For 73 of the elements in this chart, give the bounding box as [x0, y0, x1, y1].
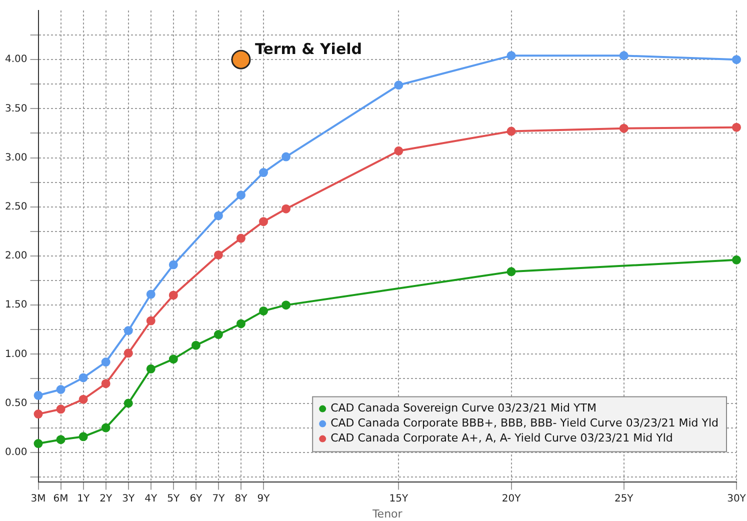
point: [101, 379, 110, 388]
point: [259, 217, 268, 226]
point: [236, 234, 246, 243]
point: [214, 211, 223, 220]
legend-label: CAD Canada Corporate BBB+, BBB, BBB- Yield Curve 03/23/21 Mid Yld: [330, 416, 719, 430]
point: [78, 432, 88, 442]
point: [101, 423, 110, 432]
point: [506, 267, 516, 276]
y-tick-label: 4.00: [5, 54, 28, 66]
point: [214, 330, 223, 340]
point: [191, 340, 200, 350]
x-axis-title: Tenor: [371, 507, 403, 520]
y-tick-label: 3.00: [5, 152, 28, 164]
point: [506, 126, 516, 136]
point: [282, 204, 291, 214]
point: [619, 124, 628, 133]
point: [146, 290, 156, 299]
point: [282, 300, 291, 310]
x-tick-label: 5Y: [167, 493, 181, 504]
y-tick-label: 1.50: [5, 300, 28, 311]
y-tick-label: 0.50: [5, 398, 28, 409]
x-tick-label: 3Y: [122, 493, 136, 504]
point: [168, 354, 178, 364]
x-tick-label: 20Y: [502, 493, 522, 504]
point: [124, 348, 133, 358]
point: [282, 152, 291, 162]
y-tick-label: 3.50: [5, 103, 28, 114]
point: [619, 51, 628, 60]
y-tick-label: 0.00: [5, 446, 28, 458]
x-tick-label: 6M: [53, 493, 68, 504]
point: [78, 373, 88, 382]
point: [394, 146, 404, 156]
point: [146, 364, 156, 374]
legend-label: CAD Canada Sovereign Curve 03/23/21 Mid YTM: [330, 402, 596, 415]
x-tick-label: 6Y: [190, 493, 204, 504]
point: [259, 306, 268, 316]
point: [56, 385, 66, 394]
x-tick-label: 30Y: [727, 493, 747, 504]
point: [732, 255, 741, 264]
point: [732, 122, 741, 132]
point: [214, 250, 223, 260]
x-tick-label: 7Y: [212, 493, 226, 504]
point: [236, 190, 246, 200]
y-tick-label: 1.00: [5, 348, 28, 360]
point: [236, 319, 246, 328]
x-tick-label: 4Y: [144, 493, 158, 504]
point: [56, 435, 66, 444]
point: [56, 404, 66, 414]
point: [101, 358, 110, 367]
point: [146, 316, 156, 326]
point: [506, 51, 516, 60]
point: [124, 398, 133, 408]
x-tick-label: 25Y: [614, 493, 634, 504]
legend-label: CAD Canada Corporate A+, A, A- Yield Curve 03/23/21 Mid Yld: [330, 432, 673, 445]
point: [34, 390, 43, 400]
point: [78, 394, 88, 404]
point: [168, 290, 178, 300]
x-tick-label: 2Y: [100, 493, 113, 504]
point: [34, 439, 43, 448]
point: [259, 168, 268, 178]
x-tick-label: 15Y: [389, 493, 409, 504]
point: [124, 326, 133, 336]
point: [732, 55, 741, 64]
y-tick-label: 2.00: [5, 250, 28, 262]
x-tick-label: 9Y: [257, 493, 271, 504]
series-label: Term & Yield: [254, 40, 362, 58]
point: [34, 410, 43, 419]
x-tick-label: 8Y: [234, 493, 248, 504]
x-tick-label: 1Y: [77, 493, 90, 504]
x-tick-label: 3M: [30, 493, 46, 504]
y-tick-label: 2.50: [5, 201, 28, 212]
point: [394, 80, 404, 90]
point: [168, 260, 178, 270]
